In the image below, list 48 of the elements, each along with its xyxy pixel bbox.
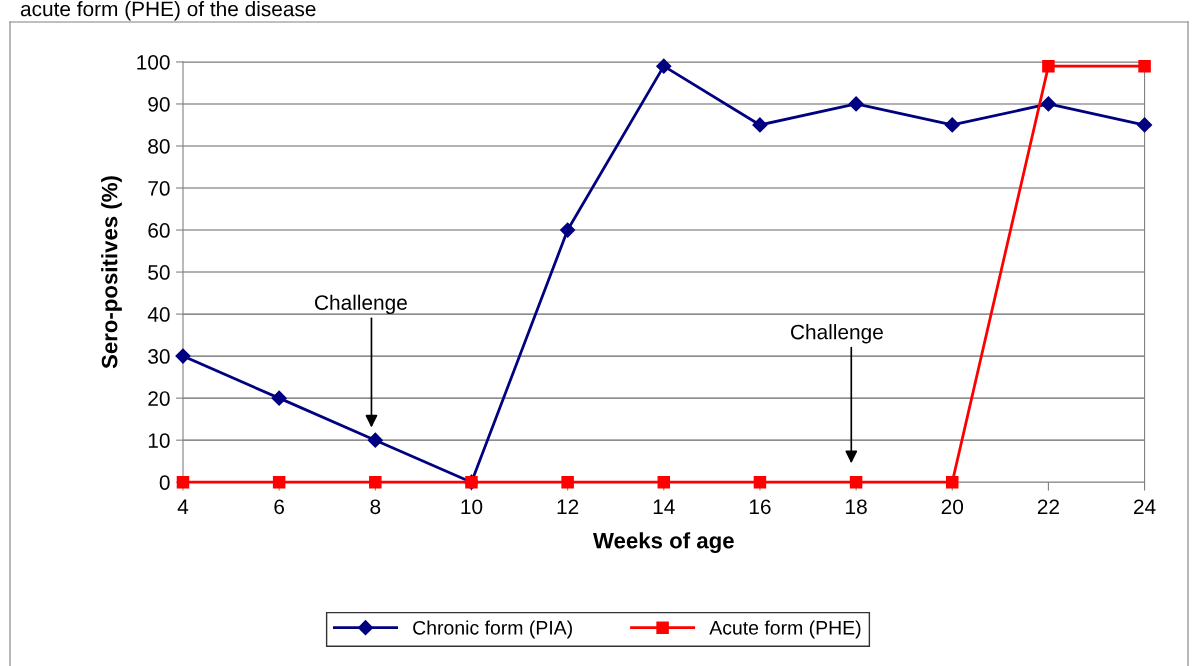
point xyxy=(560,222,576,238)
y-tick-label: 100 xyxy=(137,54,170,70)
point xyxy=(272,475,286,489)
point xyxy=(946,475,959,489)
annotation: Challenge xyxy=(791,324,883,344)
x-tick-label: 12 xyxy=(557,499,579,514)
point xyxy=(175,348,191,364)
y-tick-label: 50 xyxy=(148,265,170,280)
x-tick-label: 16 xyxy=(749,499,771,515)
annotation: Challenge xyxy=(315,294,407,315)
point xyxy=(752,117,768,133)
x-tick-label: 20 xyxy=(941,499,964,515)
point xyxy=(849,475,863,489)
point xyxy=(1040,96,1056,112)
y-tick-label: 80 xyxy=(148,138,170,154)
y-axis-title: Sero-positives (%) xyxy=(101,176,122,369)
x-tick-label: 10 xyxy=(461,499,483,515)
y-tick-label: 0 xyxy=(159,475,170,490)
x-tick-label: 22 xyxy=(1037,499,1059,514)
point xyxy=(944,117,960,133)
point xyxy=(369,475,382,489)
x-axis-title: Weeks of age xyxy=(592,532,734,553)
point xyxy=(1137,117,1153,133)
x-tick-label: 4 xyxy=(177,499,189,514)
point xyxy=(1138,59,1151,73)
text: acute form (PHE) of the disease xyxy=(20,1,316,21)
point xyxy=(271,390,287,406)
legend-label: Chronic form (PIA) xyxy=(413,620,572,639)
point xyxy=(1042,59,1055,73)
y-tick-label: 60 xyxy=(148,223,170,238)
legend-label: Acute form (PHE) xyxy=(709,620,861,639)
x-tick-label: 6 xyxy=(274,499,285,515)
x-tick-label: 14 xyxy=(653,499,675,514)
y-tick-label: 90 xyxy=(148,96,170,112)
point xyxy=(561,475,574,489)
point xyxy=(753,475,767,489)
point xyxy=(657,475,671,489)
x-tick-label: 24 xyxy=(1134,499,1156,514)
y-tick-label: 10 xyxy=(148,433,170,448)
point xyxy=(848,96,864,112)
x-tick-label: 8 xyxy=(370,499,381,515)
x-tick-label: 18 xyxy=(846,499,867,515)
y-tick-label: 30 xyxy=(148,349,170,364)
point xyxy=(367,432,383,448)
point xyxy=(656,58,672,74)
y-tick-label: 20 xyxy=(148,391,170,406)
y-tick-label: 40 xyxy=(147,307,170,322)
y-tick-label: 70 xyxy=(148,181,170,196)
